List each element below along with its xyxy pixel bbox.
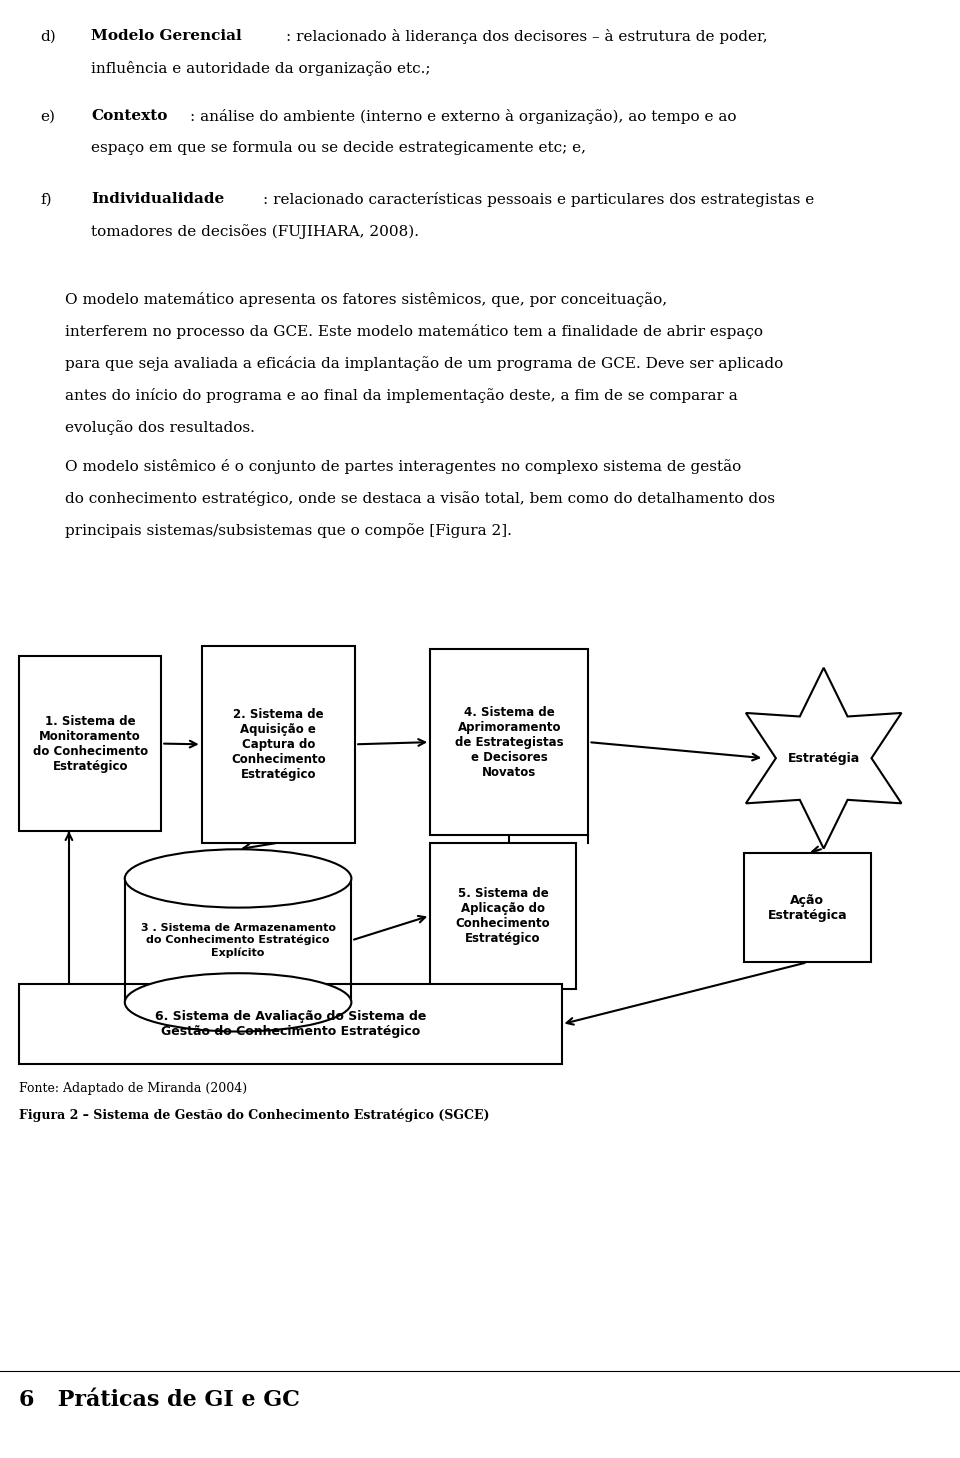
Text: Fonte: Adaptado de Miranda (2004): Fonte: Adaptado de Miranda (2004): [19, 1082, 248, 1095]
Text: 6   Práticas de GI e GC: 6 Práticas de GI e GC: [19, 1389, 300, 1411]
FancyBboxPatch shape: [744, 853, 871, 962]
Text: O modelo sistêmico é o conjunto de partes interagentes no complexo sistema de ge: O modelo sistêmico é o conjunto de parte…: [65, 459, 741, 474]
Text: : relacionado características pessoais e particulares dos estrategistas e: : relacionado características pessoais e…: [263, 192, 814, 207]
Ellipse shape: [125, 849, 351, 907]
Text: do conhecimento estratégico, onde se destaca a visão total, bem como do detalham: do conhecimento estratégico, onde se des…: [65, 491, 776, 506]
FancyBboxPatch shape: [19, 656, 161, 831]
FancyBboxPatch shape: [430, 843, 576, 989]
Text: O modelo matemático apresenta os fatores sistêmicos, que, por conceituação,: O modelo matemático apresenta os fatores…: [65, 292, 667, 306]
Text: espaço em que se formula ou se decide estrategicamente etc; e,: espaço em que se formula ou se decide es…: [91, 141, 587, 156]
Text: e): e): [40, 109, 56, 124]
Text: 3 . Sistema de Armazenamento
do Conhecimento Estratégico
Explícito: 3 . Sistema de Armazenamento do Conhecim…: [140, 923, 336, 958]
Text: f): f): [40, 192, 52, 207]
Text: 2. Sistema de
Aquisição e
Captura do
Conhecimento
Estratégico: 2. Sistema de Aquisição e Captura do Con…: [231, 707, 325, 781]
Text: evolução dos resultados.: evolução dos resultados.: [65, 420, 255, 434]
Text: : análise do ambiente (interno e externo à organização), ao tempo e ao: : análise do ambiente (interno e externo…: [190, 109, 736, 124]
Polygon shape: [746, 668, 901, 849]
Text: Ação
Estratégica: Ação Estratégica: [768, 894, 847, 921]
Text: Modelo Gerencial: Modelo Gerencial: [91, 29, 242, 44]
Text: Estratégia: Estratégia: [787, 752, 860, 764]
FancyBboxPatch shape: [125, 878, 351, 1003]
Text: 4. Sistema de
Aprimoramento
de Estrategistas
e Decisores
Novatos: 4. Sistema de Aprimoramento de Estrategi…: [455, 706, 564, 779]
Text: d): d): [40, 29, 56, 44]
Text: : relacionado à liderança dos decisores – à estrutura de poder,: : relacionado à liderança dos decisores …: [286, 29, 767, 44]
Text: 1. Sistema de
Monitoramento
do Conhecimento
Estratégico: 1. Sistema de Monitoramento do Conhecime…: [33, 714, 148, 773]
Text: antes do início do programa e ao final da implementação deste, a fim de se compa: antes do início do programa e ao final d…: [65, 388, 738, 402]
Text: Individualidade: Individualidade: [91, 192, 225, 207]
Ellipse shape: [125, 974, 351, 1032]
FancyBboxPatch shape: [202, 646, 355, 843]
Text: 6. Sistema de Avaliação do Sistema de
Gestão do Conhecimento Estratégico: 6. Sistema de Avaliação do Sistema de Ge…: [155, 1010, 426, 1038]
Text: interferem no processo da GCE. Este modelo matemático tem a finalidade de abrir : interferem no processo da GCE. Este mode…: [65, 324, 763, 338]
Text: principais sistemas/subsistemas que o compõe [Figura 2].: principais sistemas/subsistemas que o co…: [65, 523, 512, 538]
Text: Contexto: Contexto: [91, 109, 168, 124]
FancyBboxPatch shape: [430, 649, 588, 835]
Text: 5. Sistema de
Aplicação do
Conhecimento
Estratégico: 5. Sistema de Aplicação do Conhecimento …: [456, 886, 550, 945]
Text: Figura 2 – Sistema de Gestão do Conhecimento Estratégico (SGCE): Figura 2 – Sistema de Gestão do Conhecim…: [19, 1108, 490, 1121]
Text: influência e autoridade da organização etc.;: influência e autoridade da organização e…: [91, 61, 431, 76]
Text: para que seja avaliada a eficácia da implantação de um programa de GCE. Deve ser: para que seja avaliada a eficácia da imp…: [65, 356, 783, 370]
Text: tomadores de decisões (FUJIHARA, 2008).: tomadores de decisões (FUJIHARA, 2008).: [91, 225, 420, 239]
FancyBboxPatch shape: [19, 984, 562, 1064]
